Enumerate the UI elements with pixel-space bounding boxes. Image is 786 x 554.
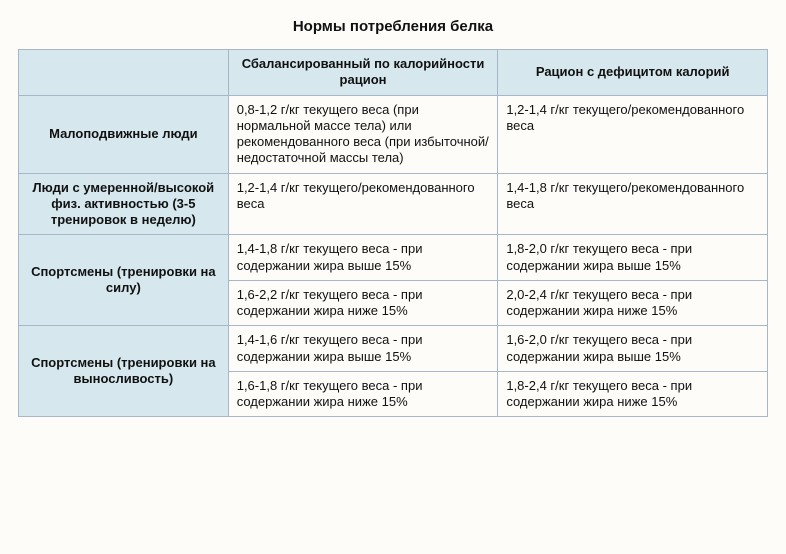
- protein-intake-table: Сбалансированный по калорийности рацион …: [18, 49, 768, 417]
- table-header-row: Сбалансированный по калорийности рацион …: [19, 50, 768, 96]
- table-row: Люди с умеренной/высокой физ. активность…: [19, 173, 768, 235]
- cell-sedentary-deficit: 1,2-1,4 г/кг текущего/рекомендованного в…: [498, 95, 768, 173]
- row-label-endurance: Спортсмены (тренировки на выносливость): [19, 326, 229, 417]
- page-title: Нормы потребления белка: [18, 18, 768, 35]
- row-label-moderate: Люди с умеренной/высокой физ. активность…: [19, 173, 229, 235]
- table-row: Малоподвижные люди 0,8-1,2 г/кг текущего…: [19, 95, 768, 173]
- cell-endurance-under15-deficit: 1,8-2,4 г/кг текущего веса - при содержа…: [498, 371, 768, 417]
- cell-endurance-under15-balanced: 1,6-1,8 г/кг текущего веса - при содержа…: [228, 371, 498, 417]
- cell-endurance-over15-balanced: 1,4-1,6 г/кг текущего веса - при содержа…: [228, 326, 498, 372]
- cell-moderate-balanced: 1,2-1,4 г/кг текущего/рекомендованного в…: [228, 173, 498, 235]
- cell-sedentary-balanced: 0,8-1,2 г/кг текущего веса (при нормальн…: [228, 95, 498, 173]
- cell-strength-over15-deficit: 1,8-2,0 г/кг текущего веса - при содержа…: [498, 235, 768, 281]
- table-row: Спортсмены (тренировки на выносливость) …: [19, 326, 768, 372]
- row-label-sedentary: Малоподвижные люди: [19, 95, 229, 173]
- row-label-strength: Спортсмены (тренировки на силу): [19, 235, 229, 326]
- cell-moderate-deficit: 1,4-1,8 г/кг текущего/рекомендованного в…: [498, 173, 768, 235]
- cell-strength-over15-balanced: 1,4-1,8 г/кг текущего веса - при содержа…: [228, 235, 498, 281]
- col-header-balanced: Сбалансированный по калорийности рацион: [228, 50, 498, 96]
- cell-endurance-over15-deficit: 1,6-2,0 г/кг текущего веса - при содержа…: [498, 326, 768, 372]
- table-corner-cell: [19, 50, 229, 96]
- table-row: Спортсмены (тренировки на силу) 1,4-1,8 …: [19, 235, 768, 281]
- cell-strength-under15-deficit: 2,0-2,4 г/кг текущего веса - при содержа…: [498, 280, 768, 326]
- cell-strength-under15-balanced: 1,6-2,2 г/кг текущего веса - при содержа…: [228, 280, 498, 326]
- col-header-deficit: Рацион с дефицитом калорий: [498, 50, 768, 96]
